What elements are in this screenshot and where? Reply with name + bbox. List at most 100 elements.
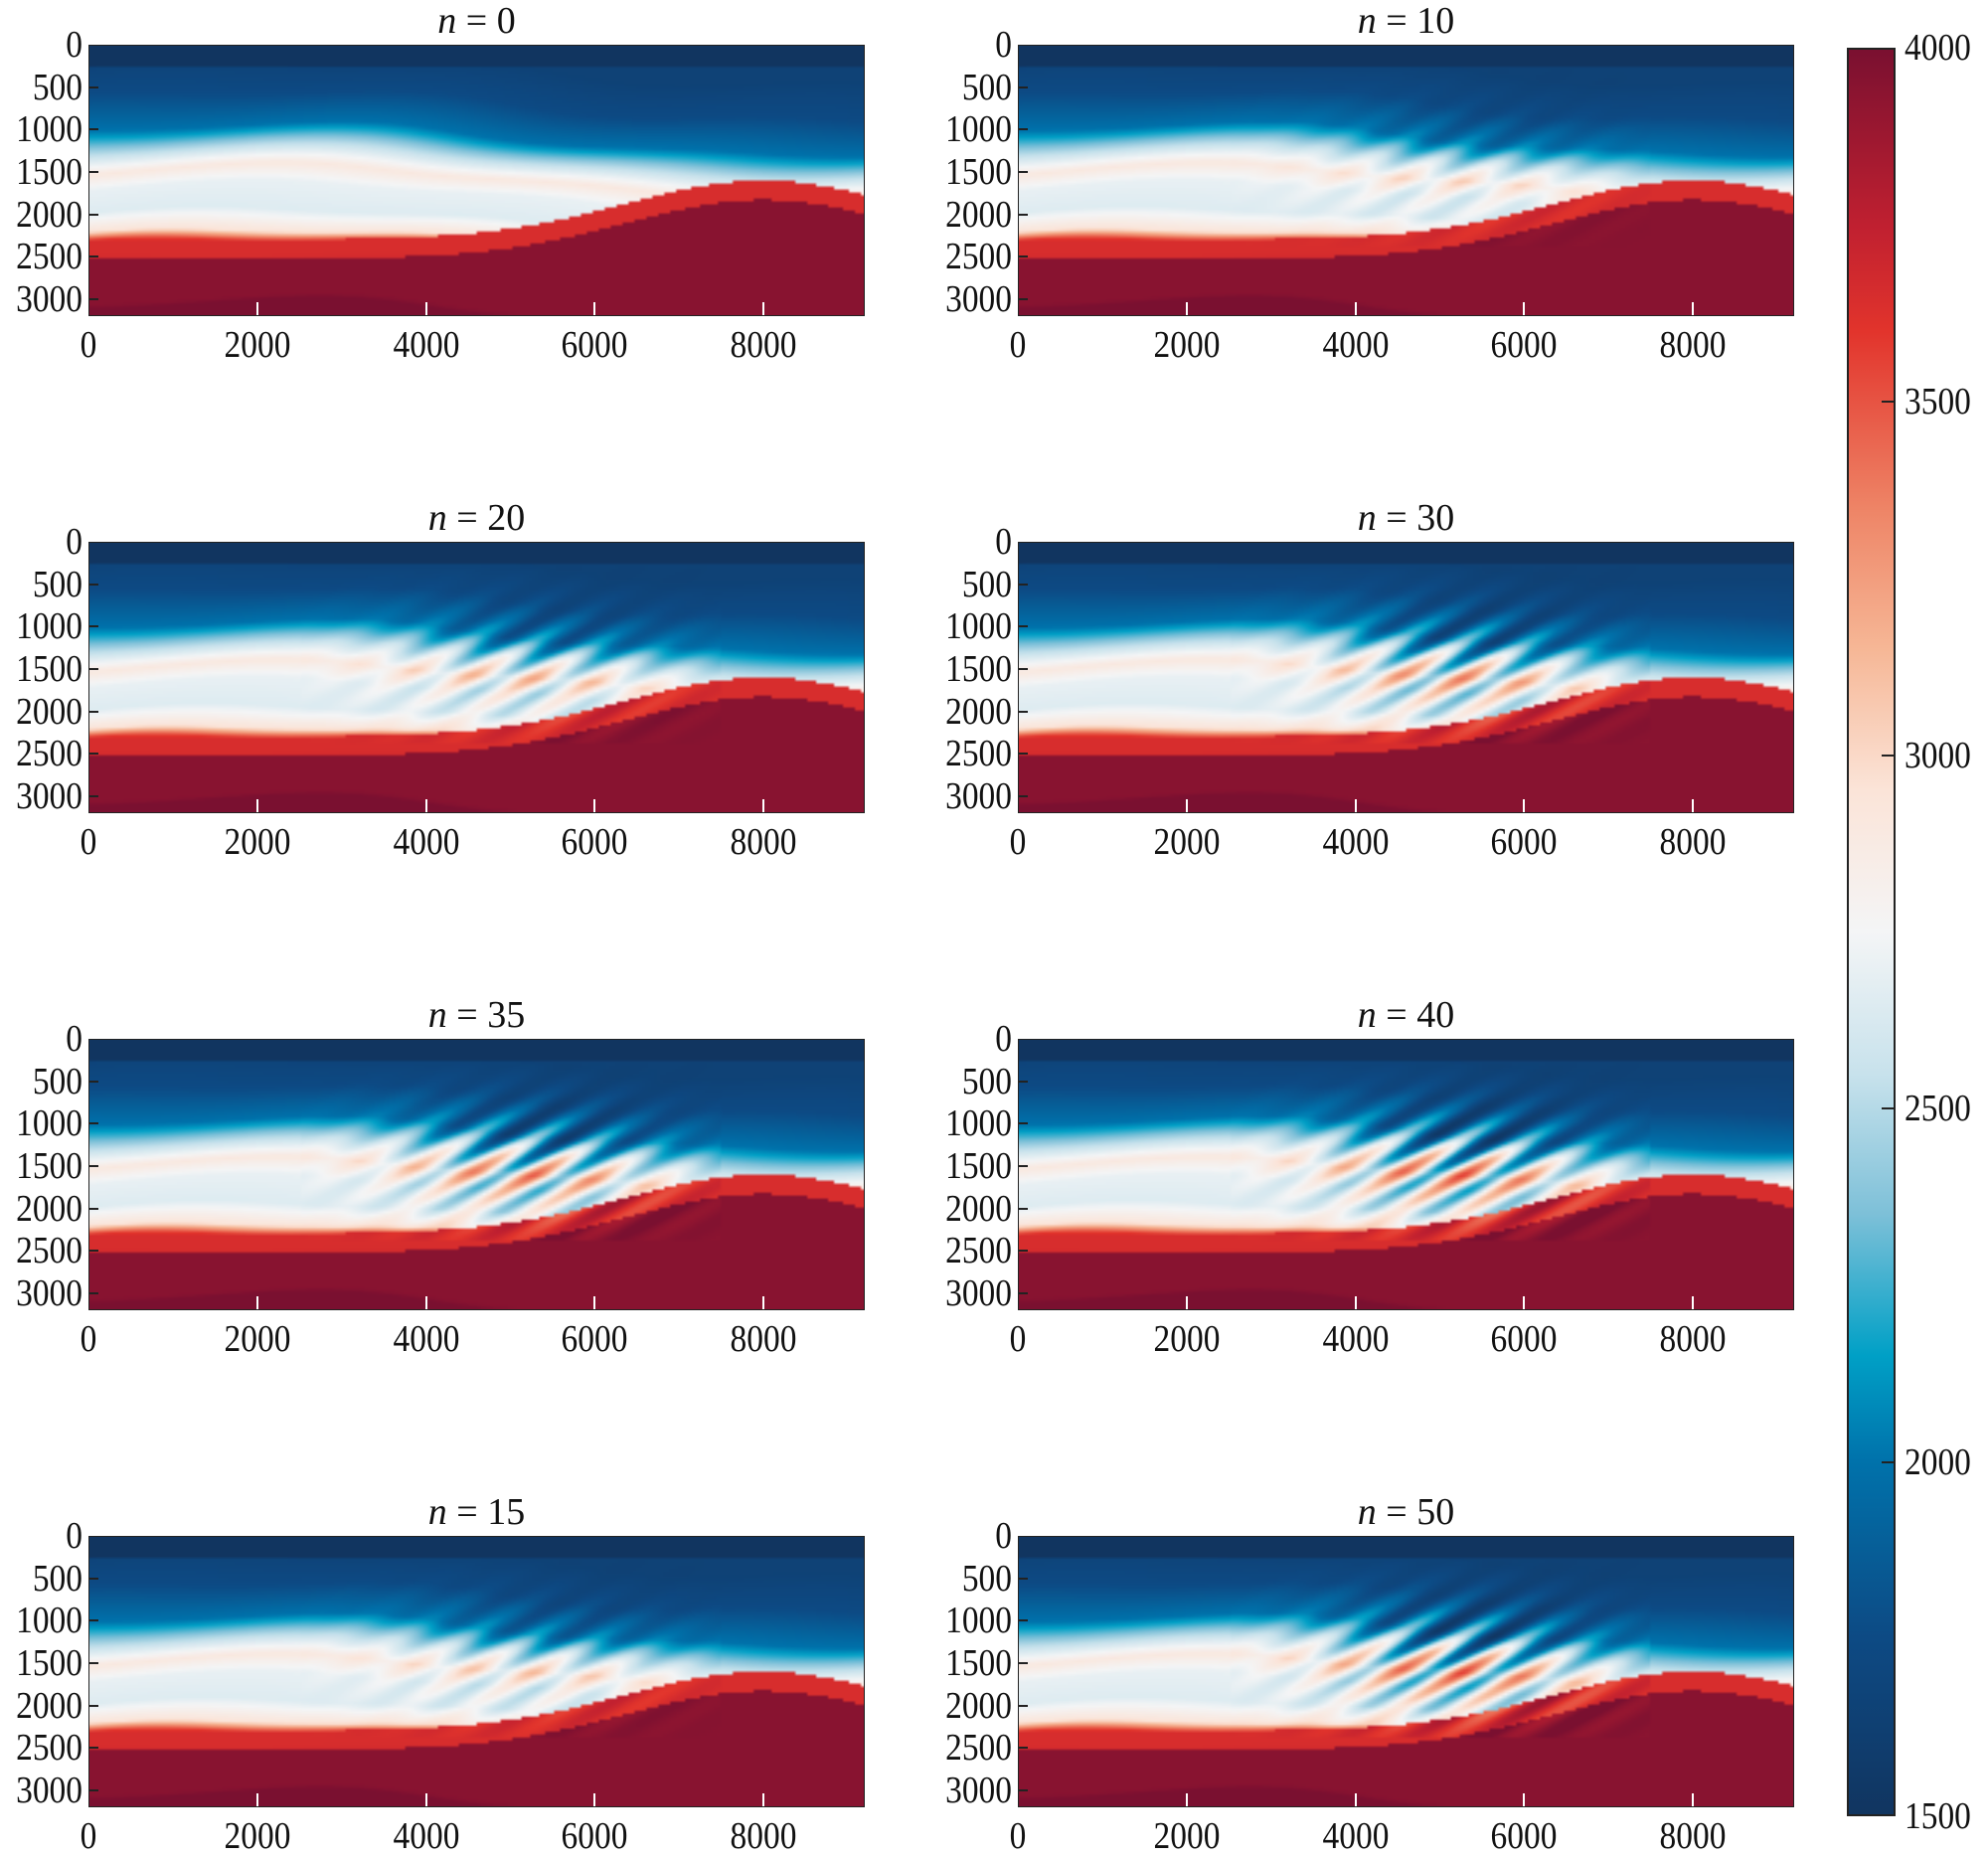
title-value: 15 (487, 1491, 526, 1533)
title-value: 30 (1416, 497, 1455, 539)
x-tick-mark (1354, 799, 1357, 812)
x-tick-label: 4000 (393, 821, 460, 863)
y-tick-mark (1018, 213, 1028, 216)
y-tick-label: 1500 (945, 150, 1012, 193)
y-tick-mark (88, 1747, 98, 1750)
y-tick-label: 2000 (16, 1187, 83, 1230)
title-variable: n (1357, 0, 1377, 42)
title-variable: n (1357, 1491, 1377, 1533)
x-tick-mark (424, 1296, 427, 1309)
title-variable: n (437, 0, 457, 42)
title-equals: = (456, 1491, 478, 1533)
colorbar-tick-mark (1882, 754, 1896, 757)
y-tick-label: 1500 (16, 1641, 83, 1684)
x-tick-label: 4000 (1322, 1318, 1390, 1360)
y-tick-mark (88, 1080, 98, 1083)
heatmap-canvas (1019, 1040, 1793, 1309)
x-tick-mark (762, 1793, 765, 1806)
y-tick-mark (1018, 170, 1028, 173)
y-tick-label: 0 (66, 1515, 83, 1557)
y-tick-mark (88, 1788, 98, 1791)
title-equals: = (456, 497, 478, 539)
y-tick-mark (1018, 1747, 1028, 1750)
heatmap-panel (88, 542, 865, 813)
x-tick-label: 0 (1009, 1318, 1027, 1360)
x-tick-label: 8000 (1659, 1815, 1727, 1857)
y-tick-label: 2000 (16, 690, 83, 733)
y-tick-mark (88, 1207, 98, 1210)
y-tick-label: 2500 (945, 733, 1012, 775)
heatmap-canvas (89, 1537, 864, 1806)
y-tick-label: 0 (995, 1515, 1012, 1557)
panel-title: n = 20 (428, 496, 525, 540)
heatmap-panel (88, 45, 865, 316)
x-tick-mark (1354, 1296, 1357, 1309)
title-equals: = (456, 994, 478, 1036)
heatmap-canvas (1019, 46, 1793, 315)
y-tick-label: 500 (32, 66, 83, 108)
x-tick-mark (255, 799, 258, 812)
heatmap-panel (1018, 542, 1794, 813)
title-equals: = (1386, 994, 1408, 1036)
y-tick-mark (88, 1250, 98, 1253)
x-tick-label: 0 (80, 821, 97, 863)
y-tick-mark (1018, 1207, 1028, 1210)
y-tick-label: 1000 (945, 1600, 1012, 1642)
colorbar-tick-label: 3500 (1905, 380, 1971, 422)
panel-title: n = 30 (1358, 496, 1454, 540)
x-tick-mark (593, 799, 596, 812)
y-tick-label: 2500 (16, 733, 83, 775)
x-tick-label: 6000 (561, 821, 628, 863)
y-tick-mark (88, 1619, 98, 1622)
y-tick-label: 500 (961, 1557, 1012, 1600)
panel-title: n = 50 (1358, 1490, 1454, 1534)
x-tick-label: 8000 (1659, 821, 1727, 863)
x-tick-label: 0 (80, 1815, 97, 1857)
y-tick-mark (1018, 625, 1028, 628)
title-value: 35 (487, 994, 526, 1036)
y-tick-label: 3000 (945, 277, 1012, 320)
y-tick-label: 2500 (945, 1230, 1012, 1272)
y-tick-label: 500 (32, 1557, 83, 1600)
x-tick-label: 4000 (1322, 821, 1390, 863)
x-tick-label: 6000 (561, 1318, 628, 1360)
y-tick-label: 1500 (16, 647, 83, 690)
y-tick-mark (1018, 1250, 1028, 1253)
x-tick-label: 4000 (1322, 324, 1390, 366)
heatmap-canvas (89, 46, 864, 315)
x-tick-label: 0 (1009, 821, 1027, 863)
y-tick-label: 500 (961, 1060, 1012, 1102)
x-tick-mark (255, 1793, 258, 1806)
y-tick-label: 1000 (16, 1600, 83, 1642)
x-tick-mark (1185, 1793, 1188, 1806)
x-tick-mark (762, 302, 765, 315)
y-tick-label: 500 (961, 563, 1012, 605)
y-tick-label: 2500 (945, 236, 1012, 278)
y-tick-label: 3000 (945, 1271, 1012, 1314)
x-tick-mark (593, 302, 596, 315)
x-tick-mark (1523, 1793, 1526, 1806)
y-tick-label: 2000 (945, 193, 1012, 236)
y-tick-mark (88, 1661, 98, 1664)
heatmap-canvas (1019, 1537, 1793, 1806)
y-tick-label: 2000 (16, 193, 83, 236)
y-tick-mark (88, 128, 98, 131)
y-tick-label: 2000 (945, 1684, 1012, 1727)
panel-title: n = 15 (428, 1490, 525, 1534)
y-tick-mark (1018, 1577, 1028, 1580)
y-tick-mark (1018, 1122, 1028, 1125)
y-tick-mark (88, 794, 98, 797)
x-tick-mark (1185, 1296, 1188, 1309)
y-tick-mark (1018, 1619, 1028, 1622)
x-tick-label: 8000 (730, 1815, 797, 1857)
title-variable: n (1357, 497, 1377, 539)
y-tick-label: 3000 (945, 774, 1012, 817)
y-tick-mark (1018, 1704, 1028, 1707)
y-tick-mark (1018, 1661, 1028, 1664)
y-tick-mark (1018, 1291, 1028, 1294)
y-tick-mark (88, 1122, 98, 1125)
y-tick-label: 3000 (16, 1769, 83, 1811)
y-tick-label: 1000 (945, 108, 1012, 151)
x-tick-label: 6000 (561, 324, 628, 366)
y-tick-label: 1500 (16, 1144, 83, 1187)
